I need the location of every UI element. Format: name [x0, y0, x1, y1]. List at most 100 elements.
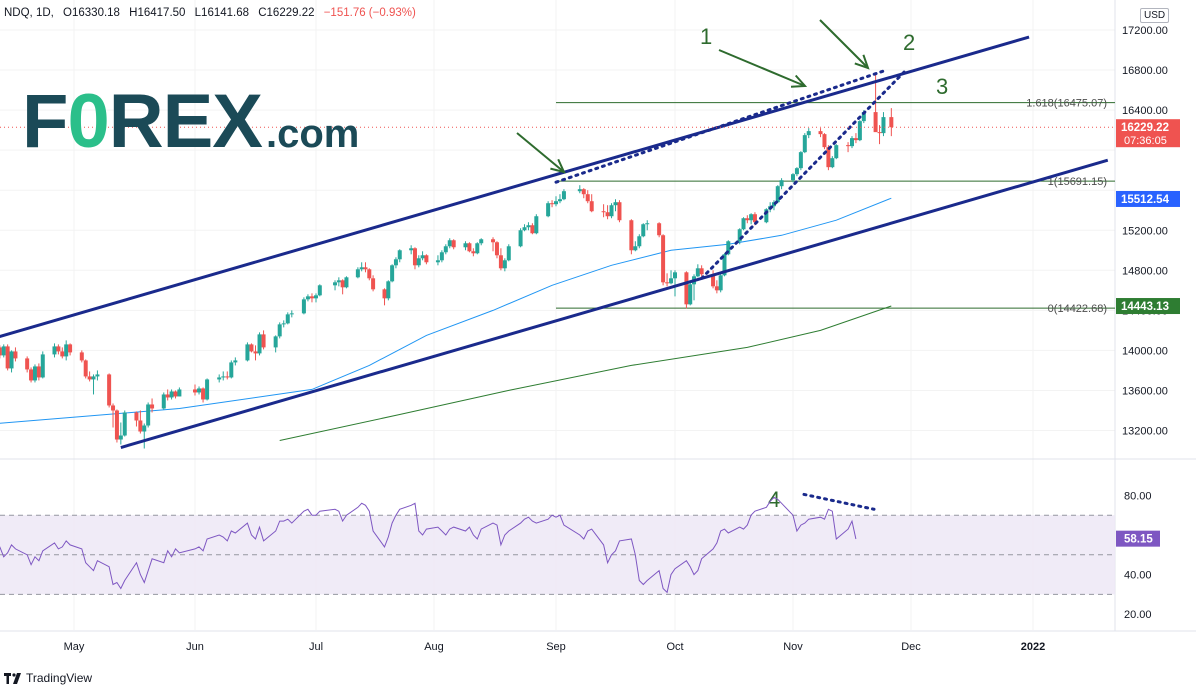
candle-body	[301, 299, 306, 314]
annotation-arrow-head	[790, 74, 808, 88]
candle-body	[605, 212, 610, 217]
price-tick-label: 14000.00	[1122, 345, 1168, 357]
annotation-arrow-head	[854, 54, 870, 70]
candle-body	[518, 230, 523, 247]
candle-body	[641, 224, 646, 237]
candle-body	[367, 269, 372, 279]
candle-body	[122, 412, 127, 436]
candle-body	[617, 202, 622, 221]
candle-body	[56, 346, 61, 352]
price-tick-label: 16400.00	[1122, 105, 1168, 117]
candle-body	[834, 145, 839, 159]
candle-body	[249, 344, 254, 352]
symbol-interval[interactable]: NDQ, 1D,	[4, 7, 54, 19]
candle-body	[806, 131, 811, 136]
candle-body	[447, 240, 452, 247]
candle-body	[846, 145, 851, 147]
rsi-tick-label: 40.00	[1124, 570, 1152, 582]
candle-body	[613, 202, 618, 206]
price-tick-label: 13200.00	[1122, 426, 1168, 438]
candle-body	[745, 218, 750, 221]
logo-com: .com	[266, 112, 360, 156]
candle-body	[36, 366, 41, 378]
time-tick-label: Jul	[309, 641, 323, 653]
candle-body	[289, 313, 294, 315]
candle-body	[826, 147, 831, 168]
candle-body	[534, 216, 539, 234]
rsi-value-tag	[1116, 530, 1160, 547]
candle-body	[506, 246, 511, 261]
time-tick-label: May	[64, 641, 85, 653]
candle-body	[522, 227, 527, 231]
candle-body	[443, 246, 448, 253]
annotation-arrow	[819, 19, 869, 69]
candle-body	[877, 132, 882, 134]
candle-body	[420, 255, 425, 259]
candle-body	[344, 277, 349, 288]
time-tick-label: Sep	[546, 641, 566, 653]
candle-body	[409, 248, 414, 251]
candle-body	[217, 377, 222, 380]
candle-body	[177, 389, 182, 397]
annotation-arrow-head	[550, 158, 566, 174]
candle-body	[749, 214, 754, 221]
candle-body	[397, 250, 402, 260]
candle-body	[714, 286, 719, 291]
ma-50-line	[0, 197, 892, 424]
annotation-arrow	[516, 132, 565, 173]
candle-body	[467, 243, 472, 252]
candle-body	[390, 265, 395, 282]
candle-body	[173, 391, 178, 397]
candle-body	[305, 296, 310, 300]
candle-body	[193, 389, 197, 393]
candle-body	[64, 344, 69, 357]
candle-body	[333, 282, 338, 286]
candle-body	[257, 334, 262, 354]
price-tag	[1116, 190, 1180, 207]
price-tick-label: 17200.00	[1122, 25, 1168, 37]
candle-body	[79, 352, 84, 361]
annotation-label-1: 1	[700, 24, 712, 49]
candle-body	[134, 412, 139, 421]
candle-body	[146, 404, 151, 426]
annotation-label-4: 4	[768, 487, 780, 512]
fib-level-label: 1.618(16475.07)	[1026, 98, 1107, 110]
candle-body	[52, 346, 57, 355]
footer-brand: TradingView	[26, 671, 93, 685]
candle-body	[530, 225, 535, 234]
candle-body	[118, 435, 123, 440]
candle-body	[861, 112, 866, 122]
candle-body	[479, 239, 484, 244]
candle-body	[633, 246, 638, 251]
candle-body	[25, 358, 30, 370]
tradingview-footer[interactable]: TradingView	[4, 671, 92, 685]
time-tick-label: 2022	[1021, 641, 1045, 653]
candle-body	[13, 351, 18, 359]
price-tag-value: 15512.54	[1121, 194, 1170, 206]
price-tag-value: 14443.13	[1121, 301, 1169, 313]
candle-body	[577, 189, 582, 192]
candle-body	[764, 209, 769, 223]
candle-body	[645, 223, 650, 225]
candle-body	[637, 236, 642, 247]
candle-body	[107, 374, 112, 406]
candle-body	[261, 334, 266, 348]
candle-body	[494, 242, 499, 256]
candle-body	[245, 344, 250, 361]
candle-body	[412, 248, 417, 266]
forex-logo: F0REX .com	[22, 78, 359, 165]
ohlc-change: −151.76 (−0.93%)	[323, 7, 416, 19]
candle-body	[463, 243, 468, 248]
candles-group	[0, 74, 894, 449]
candle-body	[665, 282, 670, 284]
annotation-arrow	[718, 49, 806, 87]
ohlc-open: O16330.18	[63, 7, 120, 19]
candle-body	[741, 218, 746, 230]
candle-body	[752, 214, 757, 223]
fib-level-label: 1(15691.15)	[1048, 176, 1107, 188]
time-tick-label: Jun	[186, 641, 204, 653]
candle-body	[87, 376, 92, 380]
currency-label[interactable]: USD	[1140, 8, 1170, 23]
